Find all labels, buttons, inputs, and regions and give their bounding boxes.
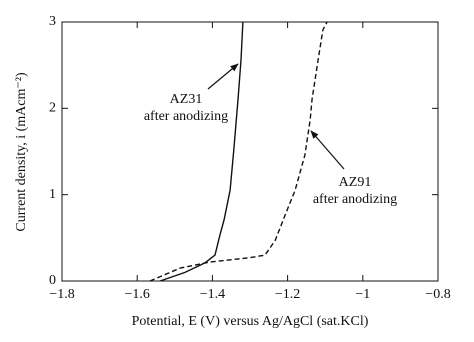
annotation-arrow: [310, 130, 345, 170]
x-tick-label: −1.6: [124, 287, 149, 302]
y-axis-label: Current density, i (mAcm⁻²): [14, 72, 29, 232]
x-tick-label: −1: [355, 287, 370, 302]
y-tick-label: 1: [49, 187, 56, 202]
y-tick-label: 3: [49, 14, 56, 29]
data-line: [149, 21, 328, 282]
annotation-text: AZ91: [339, 175, 372, 190]
annotation-text: AZ31: [170, 92, 203, 107]
x-tick-label: −1.8: [49, 287, 74, 302]
x-tick-label: −1.4: [200, 287, 225, 302]
annotation-text: after anodizing: [313, 192, 397, 207]
y-tick-label: 2: [49, 101, 56, 116]
annotation-text: after anodizing: [144, 109, 228, 124]
x-axis-label: Potential, E (V) versus Ag/AgCl (sat.KCl…: [132, 314, 369, 329]
plot-frame: [61, 21, 439, 282]
x-tick-label: −1.2: [275, 287, 300, 302]
y-tick-label: 0: [49, 273, 56, 288]
annotation-arrow: [207, 63, 239, 90]
data-line: [159, 21, 244, 282]
x-tick-label: −0.8: [425, 287, 450, 302]
